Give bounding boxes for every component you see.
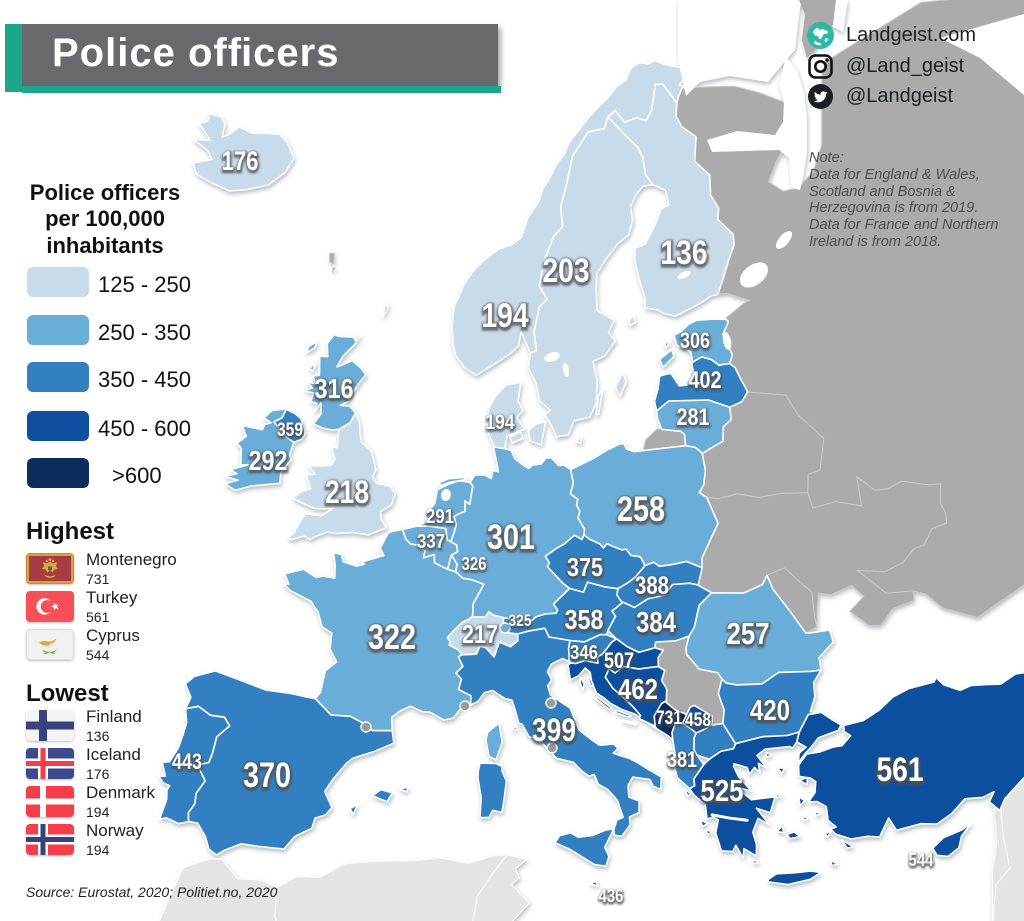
svg-text:258: 258 xyxy=(617,491,665,530)
svg-text:258: 258 xyxy=(617,490,665,529)
svg-text:337: 337 xyxy=(417,531,445,553)
svg-text:292: 292 xyxy=(249,446,288,477)
svg-text:462: 462 xyxy=(618,675,658,707)
svg-text:325: 325 xyxy=(509,611,532,630)
svg-text:402: 402 xyxy=(689,368,722,395)
svg-text:370: 370 xyxy=(243,757,291,796)
svg-text:359: 359 xyxy=(277,421,303,442)
svg-text:436: 436 xyxy=(599,886,624,906)
svg-text:306: 306 xyxy=(680,329,710,354)
svg-text:306: 306 xyxy=(680,328,710,353)
svg-text:443: 443 xyxy=(172,750,202,775)
svg-text:218: 218 xyxy=(325,475,369,511)
svg-text:322: 322 xyxy=(368,618,416,657)
svg-text:399: 399 xyxy=(532,712,576,748)
svg-text:544: 544 xyxy=(909,850,934,870)
svg-text:217: 217 xyxy=(462,619,498,649)
svg-text:359: 359 xyxy=(277,420,303,441)
svg-text:525: 525 xyxy=(701,774,744,809)
svg-text:194: 194 xyxy=(482,297,529,335)
svg-text:257: 257 xyxy=(727,616,770,651)
svg-text:458: 458 xyxy=(685,711,711,732)
svg-text:194: 194 xyxy=(482,298,529,336)
svg-text:217: 217 xyxy=(462,620,498,650)
svg-text:281: 281 xyxy=(677,405,710,432)
svg-text:384: 384 xyxy=(636,608,676,640)
svg-text:375: 375 xyxy=(567,552,603,582)
svg-text:316: 316 xyxy=(315,374,354,405)
svg-text:375: 375 xyxy=(567,553,603,583)
svg-text:388: 388 xyxy=(635,572,669,600)
svg-text:420: 420 xyxy=(750,695,790,727)
svg-text:462: 462 xyxy=(618,674,658,706)
svg-text:561: 561 xyxy=(877,751,924,789)
svg-text:136: 136 xyxy=(661,235,708,273)
svg-text:326: 326 xyxy=(462,555,487,575)
svg-text:326: 326 xyxy=(462,554,487,574)
svg-text:381: 381 xyxy=(667,747,697,772)
svg-text:176: 176 xyxy=(222,146,259,176)
svg-text:194: 194 xyxy=(486,412,515,435)
svg-text:388: 388 xyxy=(635,573,669,601)
svg-text:176: 176 xyxy=(222,147,259,177)
svg-text:203: 203 xyxy=(543,253,590,291)
svg-text:399: 399 xyxy=(532,713,576,749)
svg-text:370: 370 xyxy=(243,756,291,795)
svg-text:358: 358 xyxy=(565,605,604,636)
svg-text:381: 381 xyxy=(667,748,697,773)
svg-text:731: 731 xyxy=(656,709,682,730)
svg-text:436: 436 xyxy=(599,887,624,907)
svg-text:257: 257 xyxy=(727,617,770,652)
svg-text:337: 337 xyxy=(417,532,445,554)
svg-text:136: 136 xyxy=(661,234,708,272)
svg-text:544: 544 xyxy=(909,851,934,871)
svg-text:443: 443 xyxy=(172,749,202,774)
svg-text:420: 420 xyxy=(750,696,790,728)
svg-text:325: 325 xyxy=(509,612,532,631)
svg-text:346: 346 xyxy=(570,643,598,665)
svg-text:507: 507 xyxy=(604,649,634,674)
svg-text:281: 281 xyxy=(677,404,710,431)
svg-text:384: 384 xyxy=(636,607,676,639)
svg-text:358: 358 xyxy=(565,604,604,635)
svg-text:291: 291 xyxy=(426,507,454,529)
svg-text:218: 218 xyxy=(325,474,369,510)
svg-text:292: 292 xyxy=(249,445,288,476)
svg-text:301: 301 xyxy=(487,518,535,557)
svg-text:316: 316 xyxy=(315,373,354,404)
svg-text:203: 203 xyxy=(543,252,590,290)
svg-text:561: 561 xyxy=(877,752,924,790)
svg-text:301: 301 xyxy=(487,519,535,558)
svg-text:731: 731 xyxy=(656,708,682,729)
svg-text:194: 194 xyxy=(486,411,515,434)
svg-text:402: 402 xyxy=(689,367,722,394)
svg-text:346: 346 xyxy=(570,642,598,664)
svg-text:322: 322 xyxy=(368,619,416,658)
svg-text:291: 291 xyxy=(426,506,454,528)
svg-text:507: 507 xyxy=(604,648,634,673)
svg-text:525: 525 xyxy=(701,773,744,808)
svg-text:458: 458 xyxy=(685,710,711,731)
